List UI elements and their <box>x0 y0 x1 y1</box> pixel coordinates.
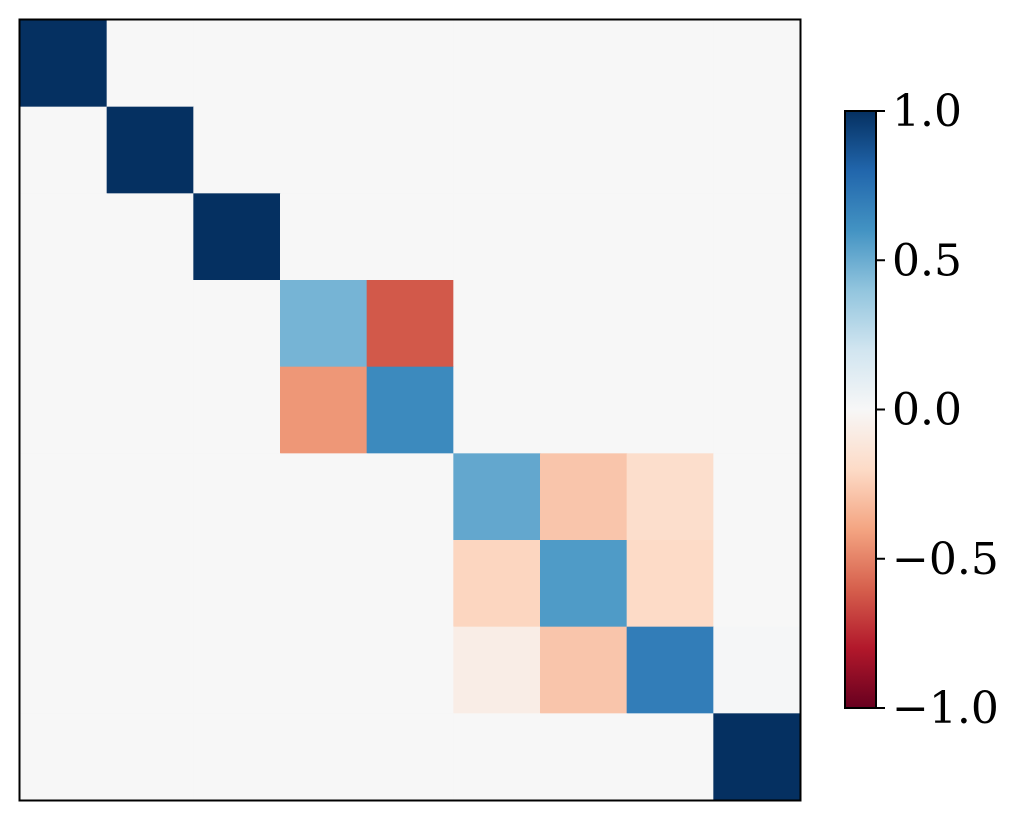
heatmap-cell-r2-c2 <box>193 193 281 281</box>
heatmap-cell-r8-c3 <box>280 713 368 801</box>
colorbar-tick-label: −0.5 <box>892 534 999 585</box>
heatmap-cell-r0-c2 <box>193 20 281 108</box>
heatmap-cell-r8-c4 <box>366 713 454 801</box>
heatmap-cell-r8-c2 <box>193 713 281 801</box>
colorbar-ticks: 1.0 0.5 0.0 −0.5 −1.0 <box>876 86 999 734</box>
heatmap-cell-r0-c1 <box>106 20 194 108</box>
heatmap-cell-r0-c5 <box>453 20 541 108</box>
colorbar-tick-label: 0.5 <box>892 235 962 286</box>
heatmap-cell-r1-c3 <box>280 106 368 194</box>
heatmap-cell-r8-c7 <box>626 713 714 801</box>
heatmap-cell-r5-c7 <box>626 453 714 541</box>
heatmap-cell-r0-c4 <box>366 20 454 108</box>
colorbar <box>844 110 877 709</box>
heatmap-cell-r4-c2 <box>193 366 281 454</box>
heatmap-cell-r7-c7 <box>626 626 714 714</box>
heatmap-cell-r3-c1 <box>106 280 194 368</box>
heatmap-cell-r7-c6 <box>540 626 628 714</box>
heatmap-cell-r7-c8 <box>713 626 801 714</box>
heatmap-cell-r4-c0 <box>20 366 108 454</box>
heatmap-cell-r1-c4 <box>366 106 454 194</box>
heatmap-cell-r7-c3 <box>280 626 368 714</box>
heatmap-cell-r5-c8 <box>713 453 801 541</box>
heatmap-cell-r5-c1 <box>106 453 194 541</box>
heatmap-cell-r3-c2 <box>193 280 281 368</box>
heatmap-cell-r0-c8 <box>713 20 801 108</box>
heatmap-cell-r4-c8 <box>713 366 801 454</box>
heatmap-cell-r4-c3 <box>280 366 368 454</box>
heatmap-cell-r6-c6 <box>540 540 628 628</box>
heatmap-cell-r4-c7 <box>626 366 714 454</box>
heatmap-cell-r7-c2 <box>193 626 281 714</box>
heatmap-cell-r5-c3 <box>280 453 368 541</box>
heatmap-cell-r1-c5 <box>453 106 541 194</box>
heatmap-cell-r2-c5 <box>453 193 541 281</box>
heatmap-cell-r2-c7 <box>626 193 714 281</box>
heatmap-cell-r5-c4 <box>366 453 454 541</box>
heatmap-cell-r3-c3 <box>280 280 368 368</box>
heatmap-cell-r7-c5 <box>453 626 541 714</box>
heatmap-cell-r8-c0 <box>20 713 108 801</box>
heatmap-cell-r2-c1 <box>106 193 194 281</box>
heatmap-cell-r0-c0 <box>20 20 108 108</box>
heatmap-cell-r0-c6 <box>540 20 628 108</box>
heatmap-cell-r6-c4 <box>366 540 454 628</box>
heatmap-cell-r6-c5 <box>453 540 541 628</box>
heatmap-cell-r7-c1 <box>106 626 194 714</box>
plot-frame <box>18 18 802 802</box>
heatmap-cell-r6-c0 <box>20 540 108 628</box>
heatmap-cell-r8-c6 <box>540 713 628 801</box>
heatmap-cell-r2-c8 <box>713 193 801 281</box>
heatmap-cell-r2-c6 <box>540 193 628 281</box>
heatmap-cell-r3-c4 <box>366 280 454 368</box>
heatmap-cell-r7-c0 <box>20 626 108 714</box>
heatmap-cells <box>20 20 801 801</box>
heatmap-cell-r5-c2 <box>193 453 281 541</box>
heatmap-cell-r1-c2 <box>193 106 281 194</box>
heatmap-cell-r1-c8 <box>713 106 801 194</box>
heatmap-cell-r3-c7 <box>626 280 714 368</box>
heatmap-cell-r6-c1 <box>106 540 194 628</box>
heatmap-cell-r7-c4 <box>366 626 454 714</box>
heatmap-cell-r1-c0 <box>20 106 108 194</box>
heatmap-cell-r3-c5 <box>453 280 541 368</box>
colorbar-tick-label: −1.0 <box>892 683 999 734</box>
heatmap-cell-r8-c5 <box>453 713 541 801</box>
colorbar-tick-label: 0.0 <box>892 385 962 436</box>
heatmap-cell-r4-c6 <box>540 366 628 454</box>
heatmap-cell-r4-c1 <box>106 366 194 454</box>
heatmap-cell-r8-c8 <box>713 713 801 801</box>
heatmap-cell-r3-c6 <box>540 280 628 368</box>
colorbar-tick-label: 1.0 <box>892 86 962 137</box>
heatmap-cell-r5-c6 <box>540 453 628 541</box>
heatmap-cell-r1-c6 <box>540 106 628 194</box>
heatmap-cell-r1-c7 <box>626 106 714 194</box>
heatmap-cell-r4-c4 <box>366 366 454 454</box>
heatmap-cell-r2-c3 <box>280 193 368 281</box>
heatmap-cell-r6-c2 <box>193 540 281 628</box>
heatmap-cell-r5-c5 <box>453 453 541 541</box>
heatmap-cell-r0-c3 <box>280 20 368 108</box>
heatmap-cell-r5-c0 <box>20 453 108 541</box>
heatmap-cell-r6-c8 <box>713 540 801 628</box>
heatmap-cell-r1-c1 <box>106 106 194 194</box>
heatmap-cell-r8-c1 <box>106 713 194 801</box>
heatmap-cell-r0-c7 <box>626 20 714 108</box>
heatmap-cell-r4-c5 <box>453 366 541 454</box>
heatmap-cell-r3-c0 <box>20 280 108 368</box>
heatmap-cell-r2-c0 <box>20 193 108 281</box>
heatmap-cell-r2-c4 <box>366 193 454 281</box>
heatmap-cell-r3-c8 <box>713 280 801 368</box>
heatmap-cell-r6-c3 <box>280 540 368 628</box>
heatmap-cell-r6-c7 <box>626 540 714 628</box>
